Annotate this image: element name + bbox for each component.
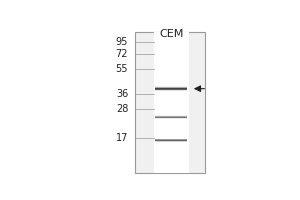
Bar	[155, 116, 188, 117]
Text: CEM: CEM	[159, 29, 183, 39]
Bar	[155, 140, 188, 141]
Text: 95: 95	[116, 37, 128, 47]
Bar	[155, 141, 188, 142]
Text: 55: 55	[116, 64, 128, 74]
Bar	[155, 88, 188, 89]
Bar	[155, 89, 188, 90]
Text: 72: 72	[116, 49, 128, 59]
Bar	[154, 32, 189, 173]
Bar	[155, 86, 188, 87]
Bar	[155, 90, 188, 91]
Bar	[155, 87, 188, 88]
Bar	[135, 32, 205, 173]
Bar	[155, 115, 188, 116]
Bar	[155, 139, 188, 140]
Text: 17: 17	[116, 133, 128, 143]
Bar	[155, 117, 188, 118]
Text: 36: 36	[116, 89, 128, 99]
Bar	[155, 118, 188, 119]
Text: 28: 28	[116, 104, 128, 114]
